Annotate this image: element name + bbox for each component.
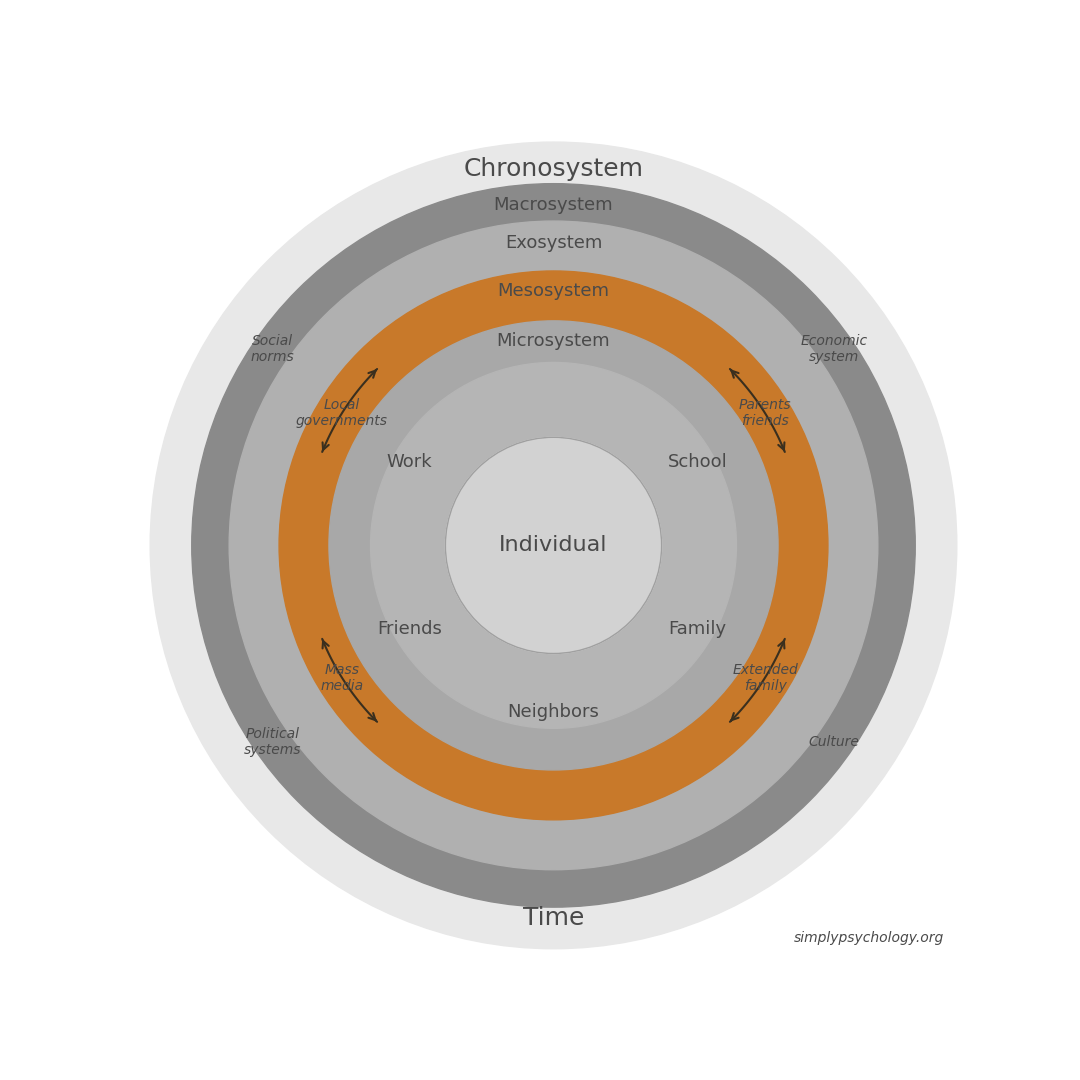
- Circle shape: [370, 363, 737, 728]
- Text: Parents
friends: Parents friends: [739, 399, 792, 429]
- Circle shape: [445, 437, 662, 653]
- Text: Macrosystem: Macrosystem: [494, 197, 613, 214]
- Circle shape: [192, 184, 915, 907]
- Text: Extended
family: Extended family: [732, 662, 798, 692]
- Text: Exosystem: Exosystem: [504, 233, 603, 252]
- Text: Time: Time: [523, 906, 584, 931]
- Text: Individual: Individual: [499, 536, 608, 555]
- Circle shape: [329, 321, 778, 770]
- Text: Economic
system: Economic system: [800, 334, 867, 364]
- Text: Neighbors: Neighbors: [508, 703, 599, 720]
- Text: Chronosystem: Chronosystem: [463, 157, 644, 181]
- Text: Political
systems: Political systems: [244, 727, 301, 757]
- Text: School: School: [667, 454, 728, 471]
- Text: Family: Family: [669, 620, 727, 637]
- Text: Mesosystem: Mesosystem: [498, 282, 609, 300]
- Text: simplypsychology.org: simplypsychology.org: [794, 931, 944, 945]
- Text: Culture: Culture: [809, 734, 860, 748]
- Circle shape: [445, 437, 662, 653]
- Text: Friends: Friends: [377, 620, 442, 637]
- Circle shape: [150, 143, 957, 948]
- Text: Mass
media: Mass media: [321, 662, 364, 692]
- Text: Work: Work: [387, 454, 432, 471]
- Circle shape: [229, 221, 878, 869]
- Circle shape: [279, 271, 828, 820]
- Text: Microsystem: Microsystem: [497, 332, 610, 350]
- Text: Local
governments: Local governments: [296, 399, 388, 429]
- Text: Social
norms: Social norms: [251, 334, 295, 364]
